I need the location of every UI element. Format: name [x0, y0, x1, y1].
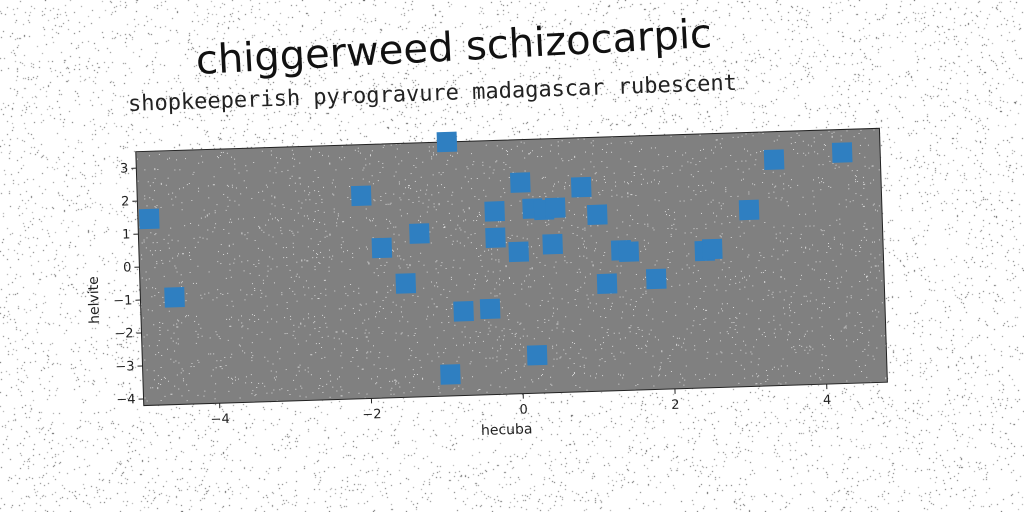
data-point — [646, 269, 667, 290]
plot-background — [136, 128, 888, 405]
x-tick-label: 2 — [671, 398, 680, 413]
y-tick-label: 2 — [121, 194, 130, 209]
data-point — [409, 223, 430, 244]
x-axis-label: hecuba — [481, 421, 533, 439]
data-point — [764, 149, 785, 170]
data-point — [832, 142, 853, 163]
data-point — [542, 234, 563, 255]
x-tick-label: 0 — [519, 403, 528, 418]
data-point — [453, 301, 474, 322]
y-tick-label: −4 — [116, 392, 136, 408]
y-tick-label: 1 — [122, 227, 131, 242]
data-point — [527, 345, 548, 366]
y-tick-label: 3 — [120, 161, 129, 176]
data-point — [480, 299, 501, 320]
data-point — [510, 172, 531, 193]
data-point — [440, 364, 461, 385]
data-point — [739, 200, 760, 221]
data-point — [484, 201, 505, 222]
data-point — [508, 242, 529, 263]
y-tick-label: −3 — [115, 359, 135, 375]
data-point — [351, 185, 372, 206]
data-point — [139, 209, 160, 230]
x-tick-label: 4 — [823, 393, 832, 408]
data-point — [587, 204, 608, 225]
data-point — [372, 238, 393, 259]
data-point — [545, 198, 566, 219]
y-tick-label: 0 — [123, 260, 132, 275]
data-point — [571, 177, 592, 198]
data-point — [164, 287, 185, 308]
data-point — [702, 239, 723, 260]
y-tick-label: −2 — [114, 326, 134, 342]
y-axis-label: helvite — [86, 276, 103, 324]
x-tick-label: −4 — [210, 412, 230, 428]
data-point — [597, 273, 618, 294]
y-tick-label: −1 — [113, 293, 133, 309]
data-point — [437, 132, 458, 153]
data-point — [395, 273, 416, 294]
data-point — [619, 241, 640, 262]
x-tick-label: −2 — [362, 407, 382, 423]
data-point — [485, 227, 506, 248]
